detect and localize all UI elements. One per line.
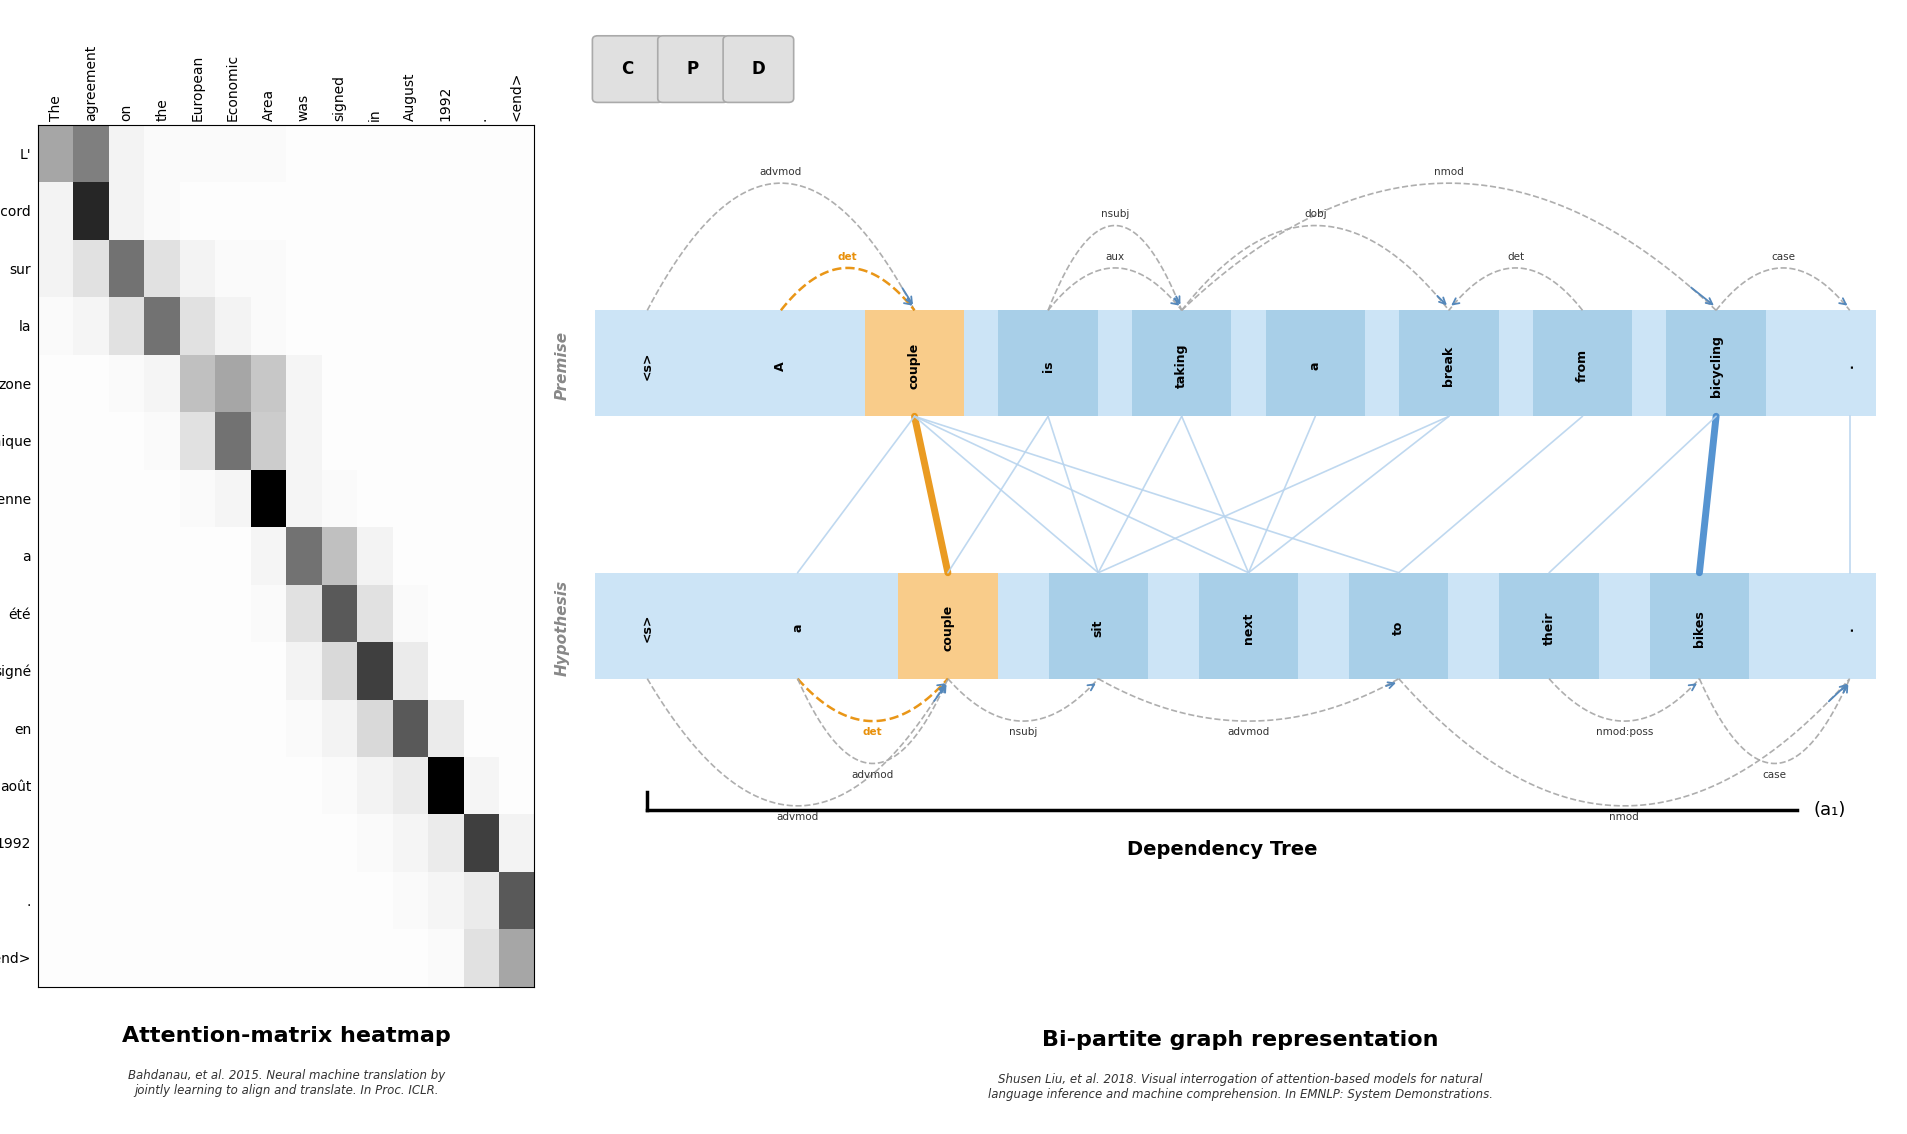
FancyBboxPatch shape [1398,311,1497,416]
Text: (a₁): (a₁) [1812,801,1844,819]
Text: advmod: advmod [851,770,892,779]
Text: nmod: nmod [1434,167,1463,177]
FancyBboxPatch shape [595,573,1875,678]
Text: advmod: advmod [1226,727,1268,737]
Text: nmod: nmod [1608,812,1638,822]
Text: det: det [1507,252,1524,262]
Text: det: det [837,252,856,262]
FancyBboxPatch shape [658,36,728,102]
FancyBboxPatch shape [1499,573,1598,678]
Text: to: to [1392,621,1405,635]
Text: advmod: advmod [776,812,818,822]
Text: det: det [862,727,883,737]
Text: nmod:poss: nmod:poss [1594,727,1651,737]
Text: bikes: bikes [1692,610,1705,646]
Text: sit: sit [1091,619,1104,637]
FancyBboxPatch shape [898,573,997,678]
Text: P: P [687,60,698,78]
Text: from: from [1575,349,1589,382]
Text: Hypothesis: Hypothesis [555,581,570,676]
FancyBboxPatch shape [591,36,662,102]
Text: A: A [774,361,788,371]
Text: case: case [1762,770,1785,779]
Text: aux: aux [1104,252,1123,262]
FancyBboxPatch shape [1650,573,1749,678]
Text: is: is [1041,361,1055,372]
Text: Dependency Tree: Dependency Tree [1127,840,1318,860]
Text: couple: couple [908,342,921,389]
Text: couple: couple [940,606,954,651]
FancyBboxPatch shape [1665,311,1764,416]
FancyBboxPatch shape [1198,573,1297,678]
FancyBboxPatch shape [1531,311,1630,416]
FancyBboxPatch shape [997,311,1097,416]
FancyBboxPatch shape [1049,573,1148,678]
FancyBboxPatch shape [595,311,1875,416]
Text: a: a [1308,362,1322,370]
Text: <s>: <s> [641,352,654,380]
Text: next: next [1241,612,1255,644]
Text: advmod: advmod [759,167,801,177]
Text: Attention-matrix heatmap: Attention-matrix heatmap [122,1026,450,1047]
Text: Bahdanau, et al. 2015. Neural machine translation by
jointly learning to align a: Bahdanau, et al. 2015. Neural machine tr… [128,1069,444,1098]
Text: .: . [1842,626,1856,631]
Text: C: C [622,60,633,78]
FancyBboxPatch shape [723,36,793,102]
FancyBboxPatch shape [864,311,963,416]
Text: break: break [1442,346,1455,386]
Text: case: case [1770,252,1794,262]
Text: nsubj: nsubj [1009,727,1037,737]
Text: Shusen Liu, et al. 2018. Visual interrogation of attention-based models for natu: Shusen Liu, et al. 2018. Visual interrog… [988,1073,1491,1101]
Text: their: their [1541,611,1554,645]
Text: taking: taking [1175,344,1188,388]
FancyBboxPatch shape [1348,573,1447,678]
Text: D: D [751,60,765,78]
Text: nsubj: nsubj [1100,210,1129,220]
FancyBboxPatch shape [1264,311,1364,416]
FancyBboxPatch shape [1131,311,1230,416]
Text: dobj: dobj [1302,210,1325,220]
Text: Premise: Premise [555,331,570,400]
Text: Bi-partite graph representation: Bi-partite graph representation [1041,1030,1438,1050]
Text: <s>: <s> [641,613,654,643]
Text: bicycling: bicycling [1709,335,1722,397]
Text: .: . [1842,364,1856,369]
Text: a: a [791,624,803,633]
